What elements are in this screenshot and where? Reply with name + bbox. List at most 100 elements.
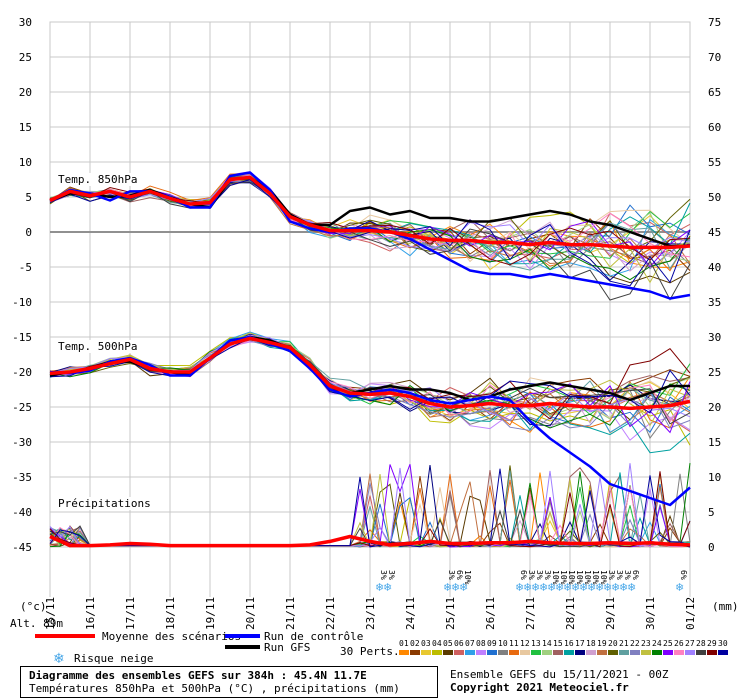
perturbation-line: [49, 175, 691, 257]
legend: Moyenne des scénarios Run de contrôle Ru…: [35, 630, 728, 667]
snow-risk-pct: 3%: [543, 570, 552, 580]
x-date-label: 28/11: [564, 597, 577, 630]
pert-legend-swatch: [509, 650, 519, 655]
legend-perts-label: 30 Perts.: [340, 645, 400, 658]
pert-legend-swatch: [399, 650, 409, 655]
footer-box: Diagramme des ensembles GEFS sur 384h : …: [20, 666, 438, 698]
snow-risk-pct: 3%: [615, 570, 624, 580]
x-date-label: 26/11: [484, 597, 497, 630]
pert-legend-swatch: [421, 650, 431, 655]
pert-legend-label: 01: [399, 639, 409, 648]
pert-legend-label: 22: [630, 639, 640, 648]
pert-legend-label: 16: [564, 639, 574, 648]
x-date-label: 25/11: [444, 597, 457, 630]
pert-legend-label: 17: [575, 639, 585, 648]
altitude-label: Alt. 89m: [10, 617, 63, 630]
snow-risk-pct: 6%: [519, 570, 528, 580]
pert-legend-swatch: [542, 650, 552, 655]
pert-legend-label: 15: [553, 639, 563, 648]
right-tick-label: 70: [708, 51, 721, 64]
left-tick-label: -25: [12, 401, 32, 414]
snow-risk-pct: 3%: [447, 570, 456, 580]
perturbation-legend: 01 02 03 04 05 06 07 08 09 10 11 12 13 14 15 16 17 18 19 20…: [399, 639, 728, 655]
x-date-label: 22/11: [324, 597, 337, 630]
snowflake-icon: ❄: [451, 581, 460, 594]
pert-legend-label: 26: [674, 639, 684, 648]
pert-legend-label: 07: [465, 639, 475, 648]
pert-legend-swatch: [487, 650, 497, 655]
snowflake-icon: ❄: [523, 581, 532, 594]
left-tick-label: -10: [12, 296, 32, 309]
right-tick-label: 20: [708, 401, 721, 414]
panel-labels: Temp. 850hPa Temp. 500hPa Précipitations: [56, 173, 156, 510]
perturbation-line: [49, 337, 691, 414]
pert-legend-swatch: [630, 650, 640, 655]
snow-risk-pct: 3%: [387, 570, 396, 580]
pert-legend-label: 10: [498, 639, 508, 648]
snow-risk-pct: 10%: [463, 570, 472, 585]
snowflake-icon: ❄: [611, 581, 620, 594]
pert-legend-label: 06: [454, 639, 464, 648]
x-date-label: 01/12: [684, 597, 697, 630]
left-tick-label: -20: [12, 366, 32, 379]
pert-legend-label: 02: [410, 639, 420, 648]
pert-legend-swatch: [498, 650, 508, 655]
pert-legend-swatch: [718, 650, 728, 655]
legend-gfs-label: Run GFS: [264, 641, 310, 654]
chart-grid: [49, 21, 691, 597]
panel-label: Temp. 850hPa: [58, 173, 137, 186]
pert-legend-swatch: [652, 650, 662, 655]
x-date-label: 15/11: [44, 597, 57, 630]
left-tick-label: 20: [19, 86, 32, 99]
x-date-label: 27/11: [524, 597, 537, 630]
pert-legend-label: 05: [443, 639, 453, 648]
snow-risk-pct: 10%: [559, 570, 568, 585]
right-tick-label: 45: [708, 226, 721, 239]
snow-risk-pct: 10%: [551, 570, 560, 585]
x-date-label: 17/11: [124, 597, 137, 630]
pert-legend-label: 04: [432, 639, 442, 648]
left-tick-label: -30: [12, 436, 32, 449]
pert-legend-label: 28: [696, 639, 706, 648]
pert-legend-swatch: [410, 650, 420, 655]
snow-risk-pct: 3%: [527, 570, 536, 580]
snow-risk-pct: 10%: [599, 570, 608, 585]
snowflake-icon: ❄: [555, 581, 564, 594]
x-date-label: 23/11: [364, 597, 377, 630]
pert-legend-swatch: [608, 650, 618, 655]
right-tick-label: 55: [708, 156, 721, 169]
right-tick-label: 15: [708, 436, 721, 449]
left-tick-label: 10: [19, 156, 32, 169]
pert-legend-label: 13: [531, 639, 541, 648]
left-tick-label: -15: [12, 331, 32, 344]
legend-control-label: Run de contrôle: [264, 630, 363, 643]
snowflake-icon: ❄: [563, 581, 572, 594]
snowflake-icon: ❄: [515, 581, 524, 594]
snowflake-icon: ❄: [603, 581, 612, 594]
pert-legend-swatch: [564, 650, 574, 655]
x-date-label: 19/11: [204, 597, 217, 630]
snow-risk-pct: 3%: [623, 570, 632, 580]
pert-legend-label: 19: [597, 639, 607, 648]
panel-label: Temp. 500hPa: [58, 340, 137, 353]
pert-legend-swatch: [553, 650, 563, 655]
right-tick-label: 60: [708, 121, 721, 134]
snow-risk-pct: 6%: [631, 570, 640, 580]
pert-legend-swatch: [476, 650, 486, 655]
footer-copyright: Copyright 2021 Meteociel.fr: [450, 681, 629, 694]
x-date-label: 24/11: [404, 597, 417, 630]
x-date-label: 29/11: [604, 597, 617, 630]
pert-legend-swatch: [619, 650, 629, 655]
snow-risk-pct: 3%: [607, 570, 616, 580]
right-tick-label: 30: [708, 331, 721, 344]
pert-legend-swatch: [575, 650, 585, 655]
pert-legend-swatch: [597, 650, 607, 655]
main-series-lines: [49, 171, 691, 548]
pert-legend-swatch: [454, 650, 464, 655]
snowflake-icon: ❄: [587, 581, 596, 594]
x-date-label: 30/11: [644, 597, 657, 630]
pert-legend-swatch: [520, 650, 530, 655]
left-tick-label: 5: [25, 191, 32, 204]
pert-legend-swatch: [443, 650, 453, 655]
